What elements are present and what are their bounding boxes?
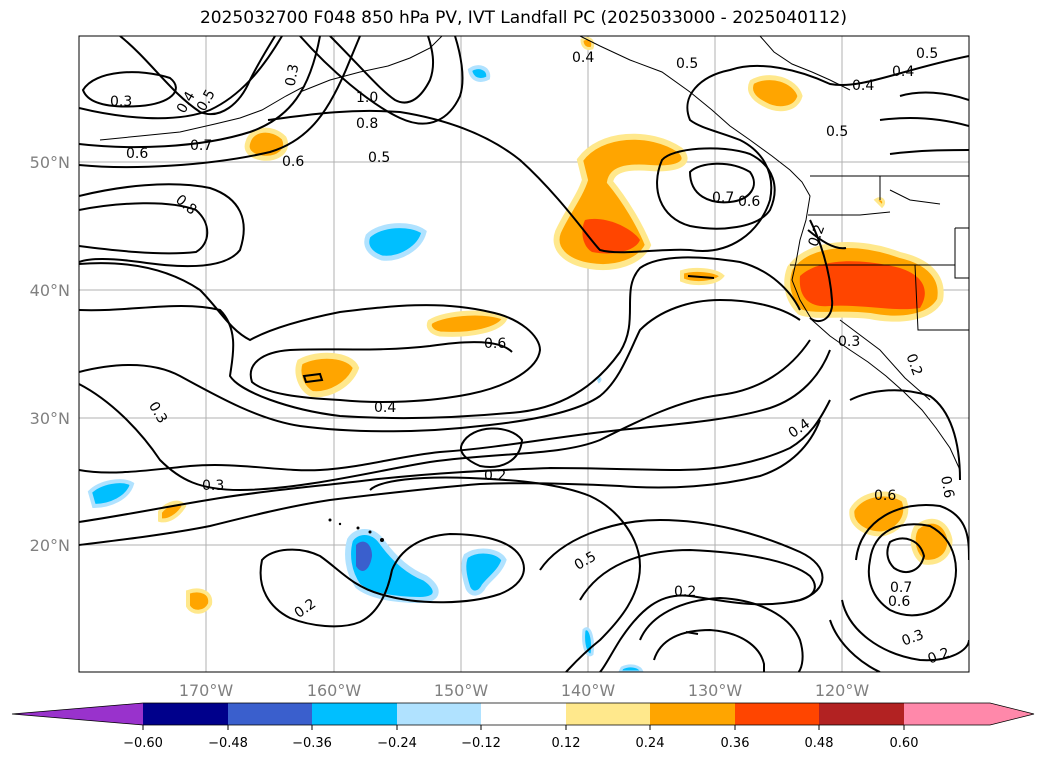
contour-label: 0.2 — [806, 223, 829, 249]
colorbar-tick-label: 0.48 — [805, 736, 834, 751]
contour-label: 0.5 — [916, 46, 938, 62]
colorbar-over-arrow — [990, 703, 1034, 725]
lon-label: 170°W — [179, 681, 234, 700]
longitude-labels: 170°W 160°W 150°W 140°W 130°W 120°W — [179, 681, 870, 700]
pv-negative-shading — [87, 65, 644, 672]
colorbar-segment — [735, 703, 819, 725]
colorbar-tick-label: −0.36 — [292, 736, 332, 751]
colorbar-segment — [143, 703, 228, 725]
lon-label: 160°W — [307, 681, 362, 700]
contour-label: 0.4 — [374, 400, 396, 416]
contour-label: 0.2 — [902, 352, 925, 378]
lat-label: 40°N — [30, 281, 70, 300]
contour-label: 0.6 — [937, 475, 957, 500]
contour-label: 0.6 — [738, 194, 760, 210]
map-title: 2025032700 F048 850 hPa PV, IVT Landfall… — [199, 8, 847, 28]
colorbar-tick-label: −0.24 — [377, 736, 417, 751]
contour-label: 0.3 — [900, 627, 926, 650]
colorbar-tick-label: 0.24 — [636, 736, 665, 751]
colorbar-segment — [566, 703, 650, 725]
contour-label: 1.0 — [356, 90, 378, 106]
colorbar: −0.60 −0.48 −0.36 −0.24 −0.12 0.12 0.24 … — [11, 702, 1035, 751]
lon-label: 120°W — [815, 681, 870, 700]
colorbar-tick-label: 0.36 — [721, 736, 750, 751]
contour-label: 0.6 — [484, 336, 506, 352]
coastlines — [99, 36, 969, 471]
lon-label: 130°W — [688, 681, 743, 700]
colorbar-tick-label: −0.12 — [461, 736, 501, 751]
colorbar-segment — [650, 703, 735, 725]
map-frame — [78, 35, 970, 673]
contour-label: 0.2 — [484, 468, 506, 484]
contour-label: 0.3 — [838, 334, 860, 350]
contour-label: 0.5 — [368, 150, 390, 166]
colorbar-segment — [819, 703, 904, 725]
contour-label: 0.5 — [826, 124, 848, 140]
contour-label: 0.2 — [674, 584, 696, 600]
colorbar-segment — [312, 703, 397, 725]
contour-label: 0.8 — [356, 116, 378, 132]
contour-label: 0.3 — [283, 63, 303, 88]
contour-label: 0.3 — [202, 478, 224, 494]
colorbar-tick-label: −0.48 — [208, 736, 248, 751]
contour-label: 0.3 — [110, 94, 132, 110]
colorbar-segment — [481, 703, 566, 725]
contour-label: 0.6 — [888, 594, 910, 610]
map-content: 0.3 0.4 0.5 0.6 0.7 0.8 1.0 0.8 0.5 0.6 … — [79, 36, 969, 672]
colorbar-under-arrow — [12, 703, 143, 725]
contour-label: 0.7 — [190, 138, 212, 154]
contour-label: 0.4 — [852, 78, 874, 94]
colorbar-segment — [904, 703, 990, 725]
contour-label: 0.6 — [282, 154, 304, 170]
contour-label: 0.7 — [890, 580, 912, 596]
colorbar-tick-label: 0.12 — [552, 736, 581, 751]
contour-label: 0.4 — [572, 50, 594, 66]
colorbar-segment — [397, 703, 481, 725]
pv-positive-shading — [158, 36, 953, 614]
lon-label: 140°W — [561, 681, 616, 700]
latitude-labels: 50°N 40°N 30°N 20°N — [30, 153, 70, 555]
hawaii-islands — [328, 518, 384, 542]
contour-label: 0.5 — [676, 56, 698, 72]
colorbar-tick-label: 0.60 — [890, 736, 919, 751]
colorbar-tick-label: −0.60 — [123, 736, 163, 751]
contour-label: 0.4 — [892, 64, 914, 80]
contour-label: 0.2 — [926, 645, 952, 668]
lat-label: 30°N — [30, 409, 70, 428]
contour-label: 0.6 — [874, 488, 896, 504]
contour-label: 0.6 — [126, 146, 148, 162]
pv-contours — [79, 36, 969, 672]
colorbar-segment — [228, 703, 312, 725]
lon-label: 150°W — [434, 681, 489, 700]
lat-label: 50°N — [30, 153, 70, 172]
lat-label: 20°N — [30, 536, 70, 555]
contour-label: 0.7 — [712, 190, 734, 206]
